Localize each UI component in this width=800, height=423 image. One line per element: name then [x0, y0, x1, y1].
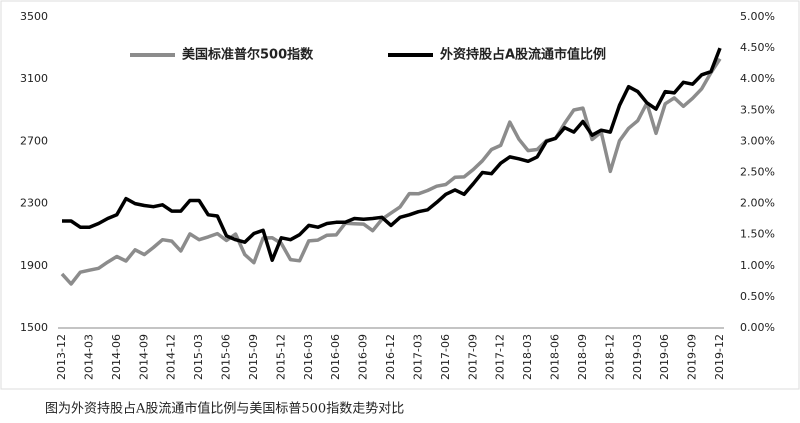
x-tick-label: 2019-03: [631, 334, 644, 380]
x-tick-label: 2016-03: [302, 334, 315, 380]
y-tick-label: 3500: [20, 10, 48, 23]
y2-tick-label: 5.00%: [740, 10, 775, 23]
x-tick-label: 2017-03: [411, 334, 424, 380]
x-tick-label: 2015-12: [274, 334, 287, 380]
y-tick-label: 1900: [20, 259, 48, 272]
x-tick-label: 2019-09: [686, 334, 699, 380]
y2-tick-label: 1.50%: [740, 228, 775, 241]
legend-label: 美国标准普尔500指数: [182, 47, 314, 63]
series-line: [60, 57, 722, 286]
legend-label: 外资持股占A股流通市值比例: [439, 47, 606, 63]
x-tick-label: 2017-09: [466, 334, 479, 380]
y2-tick-label: 0.50%: [740, 290, 775, 303]
x-tick-label: 2018-09: [576, 334, 589, 380]
x-tick-label: 2016-06: [329, 334, 342, 380]
y2-tick-label: 4.50%: [740, 41, 775, 54]
x-tick-label: 2014-09: [137, 334, 150, 380]
caption: 图为外资持股占A股流通市值比例与美国标普500指数走势对比: [45, 401, 404, 417]
y-tick-label: 2700: [20, 134, 48, 147]
y2-tick-label: 2.00%: [740, 197, 775, 210]
y-tick-label: 1500: [20, 321, 48, 334]
x-tick-label: 2014-12: [165, 334, 178, 380]
x-tick-label: 2015-09: [247, 334, 260, 380]
y2-tick-label: 2.50%: [740, 166, 775, 179]
x-tick-label: 2016-12: [384, 334, 397, 380]
x-tick-label: 2015-03: [192, 334, 205, 380]
y-tick-label: 2300: [20, 197, 48, 210]
x-tick-label: 2019-12: [713, 334, 726, 380]
x-tick-label: 2018-12: [603, 334, 616, 380]
x-tick-label: 2014-03: [82, 334, 95, 380]
y2-tick-label: 3.00%: [740, 134, 775, 147]
x-tick-label: 2013-12: [55, 334, 68, 380]
y2-tick-label: 0.00%: [740, 321, 775, 334]
chart-frame: [0, 0, 800, 390]
x-tick-label: 2018-03: [521, 334, 534, 380]
x-tick-label: 2019-06: [658, 334, 671, 380]
y2-tick-label: 4.00%: [740, 72, 775, 85]
x-tick-label: 2017-12: [494, 334, 507, 380]
x-tick-label: 2014-06: [110, 334, 123, 380]
y-tick-label: 3100: [20, 72, 48, 85]
y2-tick-label: 3.50%: [740, 103, 775, 116]
x-tick-label: 2017-06: [439, 334, 452, 380]
y2-tick-label: 1.00%: [740, 259, 775, 272]
series-line: [62, 47, 722, 262]
x-tick-label: 2018-06: [549, 334, 562, 380]
x-tick-label: 2015-06: [220, 334, 233, 380]
x-tick-label: 2016-09: [357, 334, 370, 380]
